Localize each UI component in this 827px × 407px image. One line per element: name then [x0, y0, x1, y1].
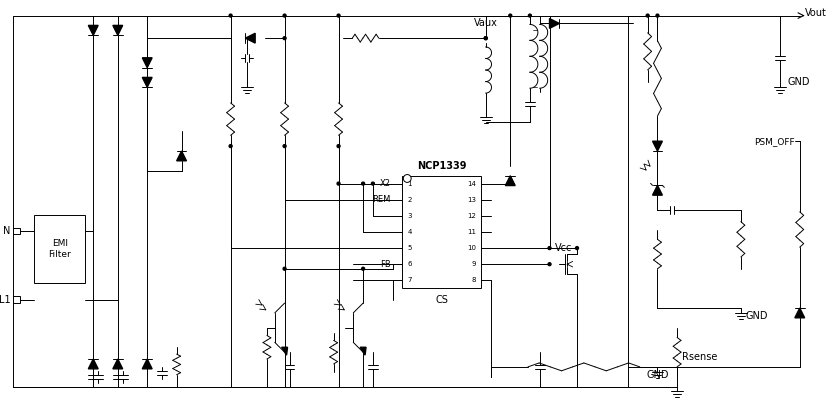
- Polygon shape: [360, 347, 366, 355]
- Polygon shape: [112, 359, 122, 369]
- Circle shape: [528, 14, 532, 17]
- Text: CS: CS: [435, 295, 448, 305]
- Text: Rsense: Rsense: [682, 352, 717, 362]
- Text: 7: 7: [407, 277, 412, 283]
- Polygon shape: [505, 176, 515, 186]
- Text: 10: 10: [467, 245, 476, 251]
- Text: GND: GND: [746, 311, 768, 321]
- Polygon shape: [88, 359, 98, 369]
- Polygon shape: [142, 359, 152, 369]
- Text: 11: 11: [467, 229, 476, 235]
- Bar: [12, 296, 20, 303]
- Circle shape: [337, 14, 340, 17]
- Text: EMI
Filter: EMI Filter: [49, 239, 71, 259]
- Circle shape: [337, 144, 340, 148]
- Circle shape: [283, 267, 286, 270]
- Circle shape: [283, 14, 286, 17]
- Circle shape: [576, 247, 578, 249]
- Text: L1: L1: [0, 295, 11, 305]
- Text: 8: 8: [471, 277, 476, 283]
- Bar: [35, 215, 85, 283]
- Text: GND: GND: [646, 370, 669, 380]
- Circle shape: [361, 182, 365, 185]
- Text: Vout: Vout: [805, 8, 826, 18]
- Text: 9: 9: [471, 261, 476, 267]
- Circle shape: [485, 37, 487, 39]
- Text: 2: 2: [407, 197, 412, 203]
- Circle shape: [404, 175, 411, 182]
- Circle shape: [337, 182, 340, 185]
- Text: PSM_OFF: PSM_OFF: [754, 137, 795, 146]
- Text: 12: 12: [467, 213, 476, 219]
- Circle shape: [361, 267, 365, 270]
- Circle shape: [283, 144, 286, 148]
- Text: X2: X2: [380, 179, 390, 188]
- Text: 13: 13: [467, 197, 476, 203]
- Polygon shape: [142, 58, 152, 68]
- Polygon shape: [653, 185, 662, 195]
- Circle shape: [283, 37, 286, 39]
- Text: 1: 1: [407, 181, 412, 186]
- Text: 5: 5: [407, 245, 412, 251]
- Text: Vcc: Vcc: [554, 243, 571, 253]
- Polygon shape: [112, 25, 122, 35]
- Circle shape: [548, 247, 551, 249]
- Polygon shape: [653, 141, 662, 151]
- Polygon shape: [795, 308, 805, 318]
- Circle shape: [229, 14, 232, 17]
- Text: REM: REM: [372, 195, 390, 204]
- Polygon shape: [549, 19, 559, 28]
- Circle shape: [485, 37, 487, 39]
- Polygon shape: [142, 77, 152, 87]
- Circle shape: [509, 14, 512, 17]
- Text: 6: 6: [407, 261, 412, 267]
- Polygon shape: [282, 347, 288, 355]
- Bar: [12, 228, 20, 234]
- Circle shape: [646, 14, 649, 17]
- Circle shape: [548, 263, 551, 266]
- Circle shape: [229, 144, 232, 148]
- Polygon shape: [246, 33, 256, 43]
- Circle shape: [371, 182, 375, 185]
- Text: N: N: [3, 226, 11, 236]
- Text: 14: 14: [467, 181, 476, 186]
- Polygon shape: [177, 151, 186, 161]
- Text: GND: GND: [788, 77, 810, 88]
- Polygon shape: [88, 25, 98, 35]
- Text: Vaux: Vaux: [474, 18, 498, 28]
- Text: FB: FB: [380, 260, 390, 269]
- Text: 4: 4: [407, 229, 412, 235]
- Text: NCP1339: NCP1339: [417, 161, 466, 171]
- Bar: [403, 175, 480, 289]
- Text: 3: 3: [407, 213, 412, 219]
- Circle shape: [656, 14, 659, 17]
